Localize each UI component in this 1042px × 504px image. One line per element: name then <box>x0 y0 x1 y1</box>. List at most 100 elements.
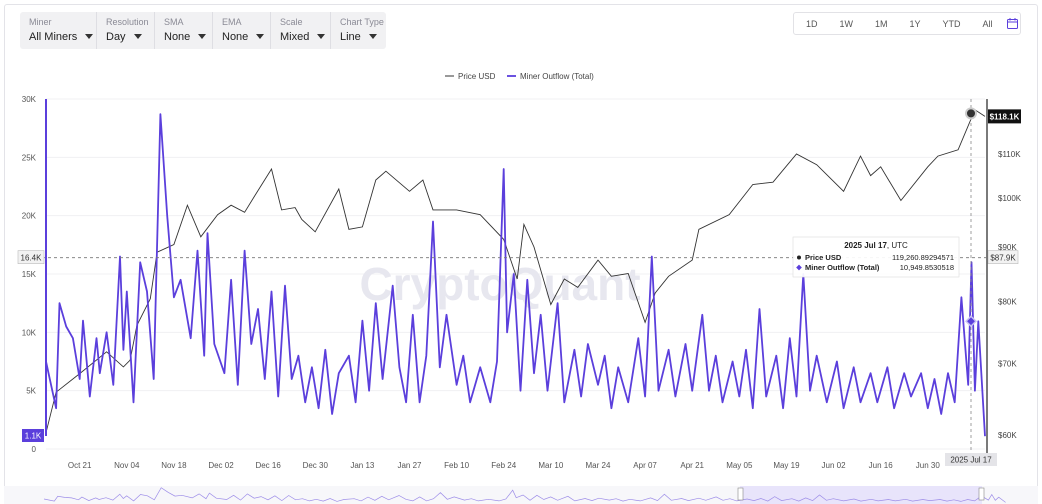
crosshair-right-label-bg <box>987 250 1019 264</box>
filter-resolution[interactable]: Resolution Day <box>96 12 154 49</box>
range-1d[interactable]: 1D <box>806 18 818 29</box>
navigator-series <box>43 487 1006 503</box>
x-tick: Feb 24 <box>491 461 516 470</box>
series-line-miner-outflow[interactable] <box>45 113 986 437</box>
x-tick: Jun 02 <box>822 461 847 470</box>
tooltip-series-value: 10,949.8530518 <box>900 263 954 272</box>
filter-value: None <box>222 31 270 44</box>
filter-value-text: Day <box>106 31 126 43</box>
crosshair: 16.4K $87.9K 2025 Jul 17 1.1K $118.1K <box>17 99 1021 466</box>
y-left-tick: 10K <box>22 328 37 337</box>
filter-chart-type[interactable]: Chart Type Line <box>330 12 386 49</box>
right-axis: $60K $70K $80K $90K $100K $110K <box>986 99 1022 455</box>
x-tick: Mar 10 <box>538 461 563 470</box>
filter-value-text: Line <box>340 31 361 43</box>
y-left-tick: 15K <box>22 270 37 279</box>
x-tick: Jan 13 <box>350 461 375 470</box>
crosshair-left-label-bg <box>17 250 45 264</box>
filter-value-text: None <box>222 31 249 43</box>
tooltip-date: 2025 Jul 17, UTC <box>844 241 908 250</box>
y-right-tick: $70K <box>998 360 1017 369</box>
navigator-handle-left[interactable] <box>737 487 744 501</box>
chevron-down-icon <box>317 34 326 39</box>
y-left-tick: 20K <box>22 212 37 221</box>
y-left-tick: 5K <box>26 387 36 396</box>
x-axis: Oct 21 Nov 04 Nov 18 Dec 02 Dec 16 Dec 30 Jan … <box>68 461 940 470</box>
x-tick: Feb 10 <box>444 461 469 470</box>
time-range-selector: 1D 1W 1M 1Y YTD All <box>793 12 1021 35</box>
y-right-tick: $80K <box>998 298 1017 307</box>
crosshair-date-bg <box>945 453 997 466</box>
y-right-tick: $60K <box>998 431 1017 440</box>
crosshair-date: 2025 Jul 17 <box>950 456 992 465</box>
filter-label: EMA <box>222 17 242 27</box>
x-tick: May 19 <box>773 461 800 470</box>
last-outflow-label: 1.1K <box>25 432 42 441</box>
chevron-down-icon <box>85 34 94 39</box>
filter-value: None <box>164 31 212 44</box>
x-tick: Nov 04 <box>114 461 140 470</box>
range-1w[interactable]: 1W <box>839 18 854 29</box>
tooltip-series-name: Price USD <box>805 253 842 262</box>
calendar-icon[interactable] <box>1001 13 1024 34</box>
tooltip-series-name: Miner Outflow (Total) <box>805 263 880 272</box>
chevron-down-icon <box>198 34 207 39</box>
filter-bar: Miner All Miners Resolution Day SMA None EMA No… <box>20 12 386 49</box>
filter-value: Mixed <box>280 31 330 44</box>
filter-label: Miner <box>29 17 52 27</box>
tooltip-marker <box>797 255 801 260</box>
legend-item[interactable]: Price USD <box>458 72 496 81</box>
range-1y[interactable]: 1Y <box>909 18 921 29</box>
x-tick: May 05 <box>726 461 753 470</box>
price-hover-marker <box>965 107 977 120</box>
series-line-price-usd[interactable] <box>45 109 986 433</box>
filter-miner[interactable]: Miner All Miners <box>20 12 96 49</box>
filter-label: Resolution <box>106 17 149 27</box>
x-tick: Nov 18 <box>161 461 187 470</box>
left-axis: 0 5K 10K 15K 20K 25K 30K <box>22 95 37 454</box>
filter-value: Line <box>340 31 386 44</box>
range-1m[interactable]: 1M <box>875 18 888 29</box>
x-tick: Apr 07 <box>633 461 657 470</box>
navigator[interactable] <box>4 486 1038 504</box>
legend: Price USD Miner Outflow (Total) <box>445 72 594 81</box>
filter-value-text: None <box>164 31 191 43</box>
crosshair-left-label: 16.4K <box>21 254 43 263</box>
filter-label: SMA <box>164 17 184 27</box>
range-all[interactable]: All <box>982 18 993 29</box>
filter-value: All Miners <box>29 31 96 44</box>
range-ytd[interactable]: YTD <box>942 18 961 29</box>
y-left-tick: 0 <box>32 445 37 454</box>
tooltip-marker <box>796 264 802 271</box>
chevron-down-icon <box>256 34 265 39</box>
x-tick: Apr 21 <box>680 461 704 470</box>
x-tick: Dec 30 <box>303 461 329 470</box>
chevron-down-icon <box>133 34 142 39</box>
x-tick: Jun 16 <box>869 461 894 470</box>
filter-scale[interactable]: Scale Mixed <box>270 12 330 49</box>
filter-value-text: Mixed <box>280 31 310 43</box>
navigator-handle-right[interactable] <box>978 487 985 501</box>
x-tick: Dec 16 <box>255 461 281 470</box>
filter-label: Scale <box>280 17 303 27</box>
y-right-tick: $90K <box>998 243 1017 252</box>
filter-sma[interactable]: SMA None <box>154 12 212 49</box>
y-left-tick: 30K <box>22 95 37 104</box>
x-tick: Jan 27 <box>397 461 422 470</box>
tooltip-box <box>792 236 960 278</box>
x-tick: Mar 24 <box>586 461 611 470</box>
outflow-hover-marker <box>964 315 978 328</box>
chevron-down-icon <box>368 34 377 39</box>
legend-item[interactable]: Miner Outflow (Total) <box>520 72 594 81</box>
x-tick: Jun 30 <box>916 461 941 470</box>
y-right-tick: $100K <box>998 194 1022 203</box>
filter-ema[interactable]: EMA None <box>212 12 270 49</box>
tooltip-series-value: 119,260.89294571 <box>892 253 954 262</box>
x-tick: Oct 21 <box>68 461 92 470</box>
series-layer <box>45 99 986 437</box>
filter-value-text: All Miners <box>29 31 78 43</box>
last-price-label: $118.1K <box>990 112 1020 121</box>
crosshair-right-label: $87.9K <box>990 254 1016 263</box>
